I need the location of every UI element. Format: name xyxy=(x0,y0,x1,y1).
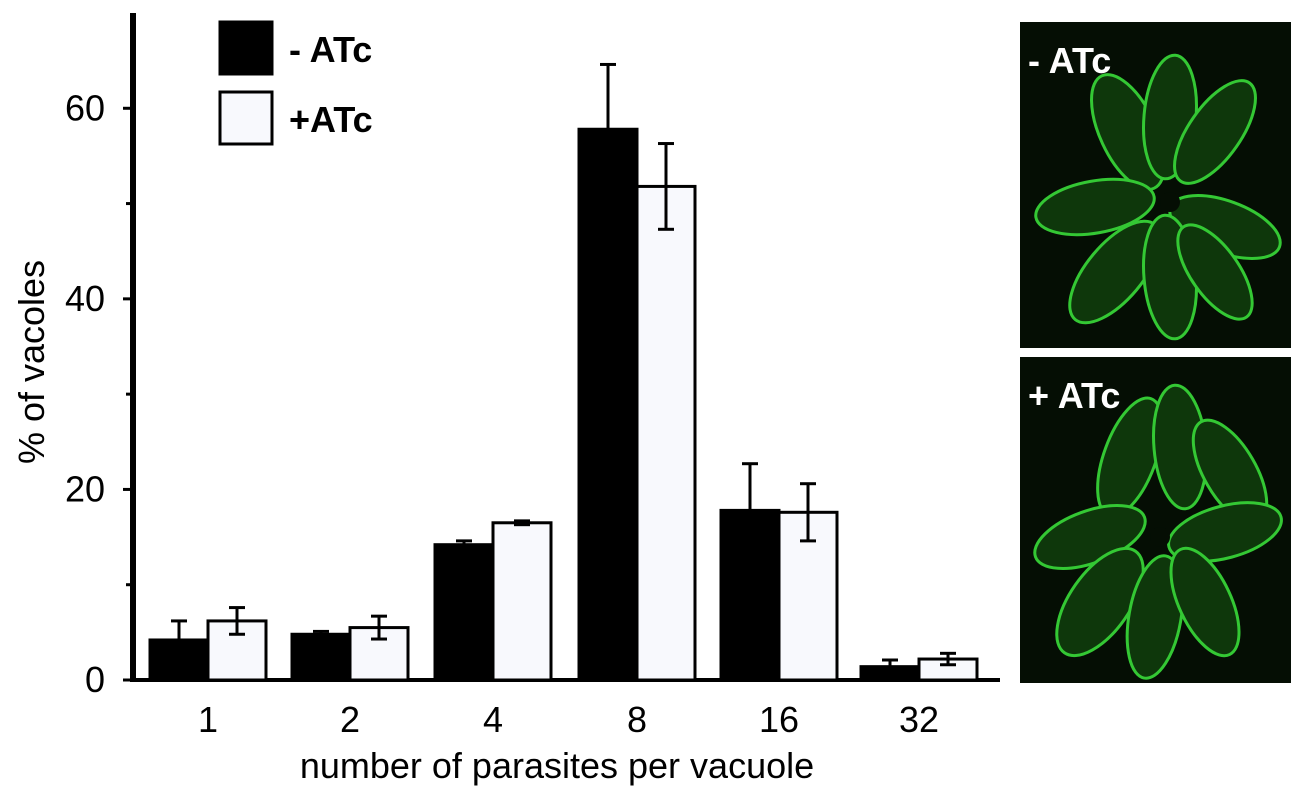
parasite-rosette-image xyxy=(1034,53,1282,341)
y-tick-label: 40 xyxy=(65,278,105,319)
micrograph-label: - ATc xyxy=(1028,40,1112,81)
x-tick-label: 32 xyxy=(899,699,939,740)
x-axis-tick-labels: 1 2 4 8 16 32 xyxy=(198,699,939,740)
bar-chart: 0 20 40 60 1 2 4 8 16 32 number of parasites per… xyxy=(11,13,1000,786)
micrograph-minus-atc: - ATc xyxy=(1020,22,1291,348)
y-tick-label: 20 xyxy=(65,468,105,509)
x-axis-label: number of parasites per vacuole xyxy=(300,745,814,786)
legend: - ATc +ATc xyxy=(218,20,373,146)
legend-swatch-plus-atc xyxy=(218,90,274,146)
legend-swatch-minus-atc xyxy=(218,20,274,76)
bar-plus-atc xyxy=(348,626,410,682)
bar-minus-atc xyxy=(433,543,495,682)
legend-label-minus-atc: - ATc xyxy=(289,29,372,70)
x-tick-label: 4 xyxy=(483,699,503,740)
micrograph-plus-atc: + ATc xyxy=(1020,357,1291,683)
bar-plus-atc xyxy=(491,521,553,682)
micrograph-label: + ATc xyxy=(1028,375,1121,416)
legend-label-plus-atc: +ATc xyxy=(289,99,373,140)
y-axis-label: % of vacoles xyxy=(11,260,52,464)
parasite-rosette-image xyxy=(1033,383,1283,680)
y-tick-label: 0 xyxy=(85,659,105,700)
bars xyxy=(148,62,979,682)
x-tick-label: 8 xyxy=(627,699,647,740)
x-tick-label: 2 xyxy=(340,699,360,740)
bar-plus-atc xyxy=(635,184,697,682)
bar-minus-atc xyxy=(577,127,639,682)
x-tick-label: 1 xyxy=(198,699,218,740)
y-axis-ticks: 0 20 40 60 xyxy=(65,87,133,700)
x-tick-label: 16 xyxy=(759,699,799,740)
y-tick-label: 60 xyxy=(65,87,105,128)
bar-minus-atc xyxy=(290,632,352,682)
